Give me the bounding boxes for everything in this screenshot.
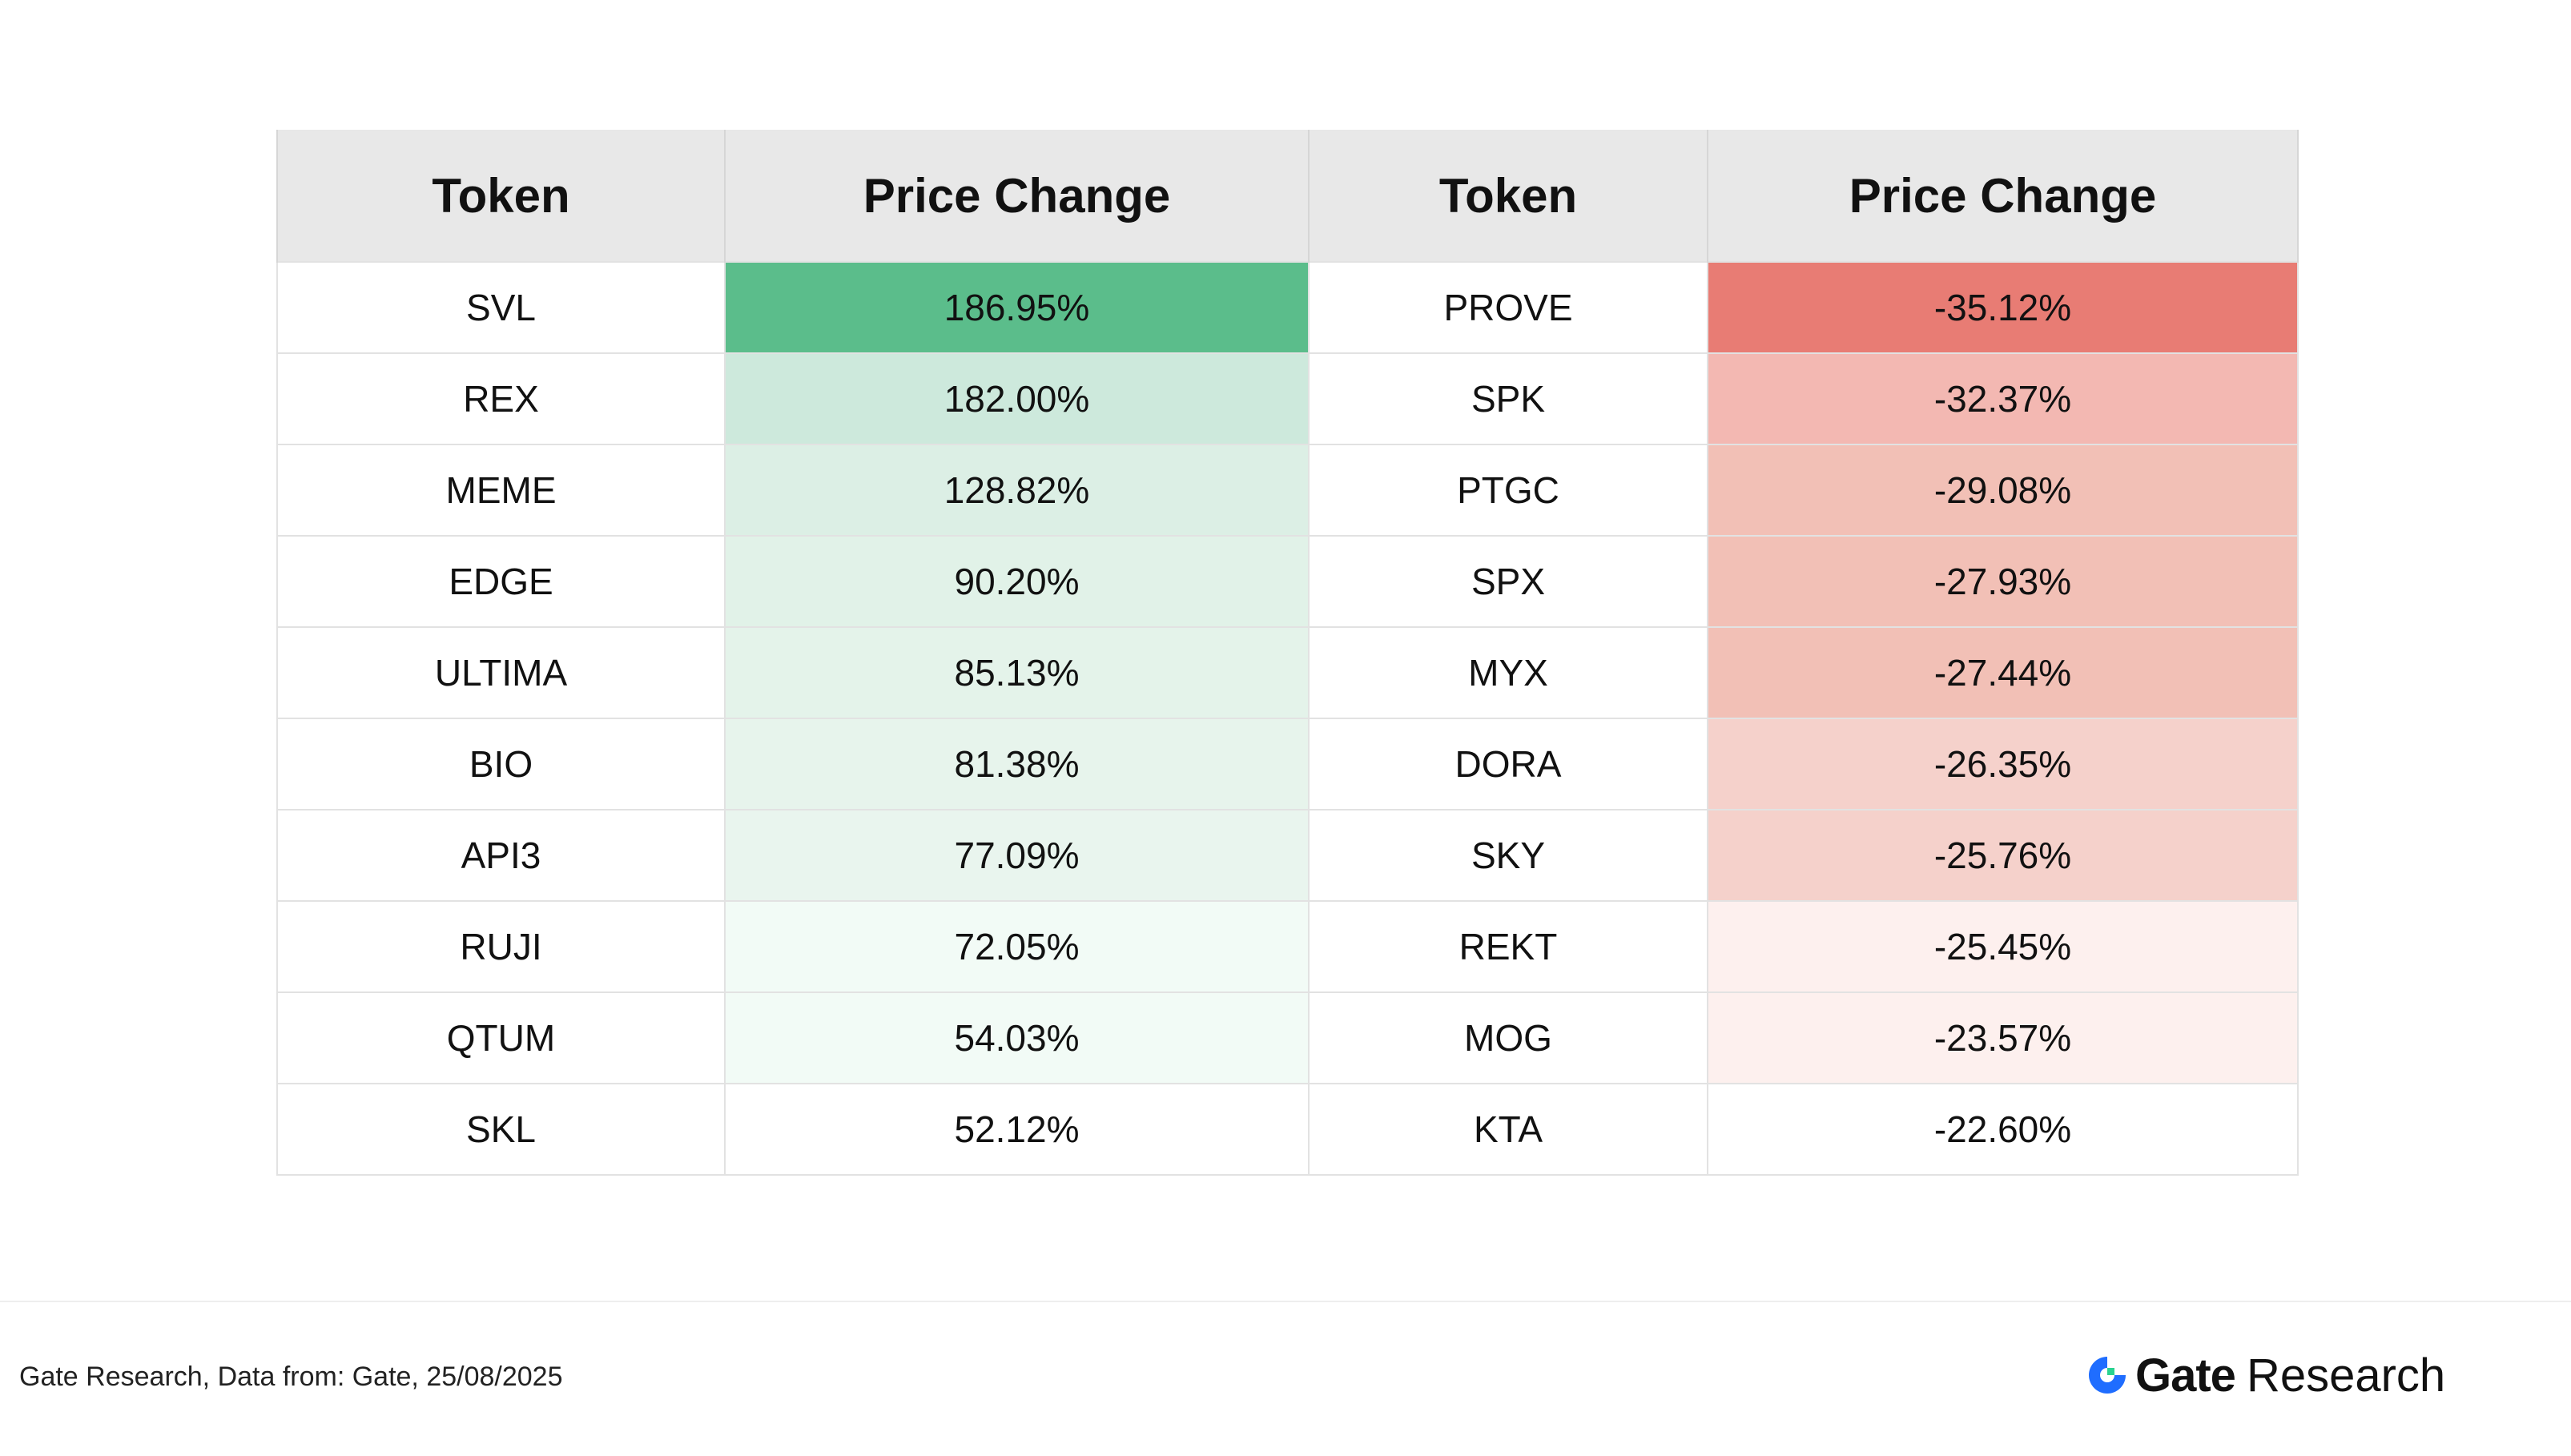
gainer-change-cell: 52.12%	[724, 1083, 1310, 1176]
table-row: SKL 52.12% KTA -22.60%	[276, 1083, 2299, 1176]
gainer-token-cell: BIO	[276, 718, 726, 810]
gainer-change-cell: 81.38%	[724, 718, 1310, 810]
loser-change-cell: -29.08%	[1707, 444, 2299, 537]
loser-token-cell: PTGC	[1308, 444, 1708, 537]
loser-change-cell: -27.44%	[1707, 626, 2299, 719]
brand-name: Gate	[2135, 1349, 2236, 1402]
gainer-change-cell: 186.95%	[724, 261, 1310, 354]
table-row: MEME 128.82% PTGC -29.08%	[276, 444, 2299, 537]
loser-change-cell: -35.12%	[1707, 261, 2299, 354]
loser-change-cell: -25.76%	[1707, 809, 2299, 902]
gainer-change-cell: 85.13%	[724, 626, 1310, 719]
table-row: API3 77.09% SKY -25.76%	[276, 809, 2299, 902]
table-body: SVL 186.95% PROVE -35.12% REX 182.00% SPK -32.3…	[276, 261, 2299, 1176]
gainer-change-cell: 182.00%	[724, 352, 1310, 445]
header-token-gainers: Token	[276, 130, 726, 262]
loser-change-cell: -32.37%	[1707, 352, 2299, 445]
table-row: REX 182.00% SPK -32.37%	[276, 352, 2299, 445]
gainer-change-cell: 77.09%	[724, 809, 1310, 902]
brand-logo: Gate Research	[2086, 1347, 2445, 1403]
gainer-token-cell: EDGE	[276, 535, 726, 628]
gainer-change-cell: 128.82%	[724, 444, 1310, 537]
gate-logo-icon	[2089, 1357, 2126, 1394]
header-token-losers: Token	[1308, 130, 1708, 262]
loser-token-cell: SKY	[1308, 809, 1708, 902]
gainer-token-cell: SKL	[276, 1083, 726, 1176]
footer-divider	[0, 1301, 2571, 1302]
table-row: SVL 186.95% PROVE -35.12%	[276, 261, 2299, 354]
table-row: QTUM 54.03% MOG -23.57%	[276, 991, 2299, 1084]
gainer-token-cell: MEME	[276, 444, 726, 537]
table-row: ULTIMA 85.13% MYX -27.44%	[276, 626, 2299, 719]
source-note: Gate Research, Data from: Gate, 25/08/20…	[19, 1361, 563, 1392]
loser-token-cell: DORA	[1308, 718, 1708, 810]
loser-change-cell: -25.45%	[1707, 900, 2299, 993]
loser-token-cell: MYX	[1308, 626, 1708, 719]
loser-token-cell: PROVE	[1308, 261, 1708, 354]
header-price-change-losers: Price Change	[1707, 130, 2299, 262]
brand-sub: Research	[2246, 1349, 2446, 1402]
gainer-change-cell: 72.05%	[724, 900, 1310, 993]
loser-token-cell: SPX	[1308, 535, 1708, 628]
gainer-token-cell: QTUM	[276, 991, 726, 1084]
gainer-change-cell: 54.03%	[724, 991, 1310, 1084]
table-row: BIO 81.38% DORA -26.35%	[276, 718, 2299, 810]
gainer-token-cell: REX	[276, 352, 726, 445]
price-change-table-container: Token Price Change Token Price Change SV…	[276, 130, 2299, 1176]
loser-token-cell: KTA	[1308, 1083, 1708, 1176]
loser-change-cell: -22.60%	[1707, 1083, 2299, 1176]
loser-change-cell: -26.35%	[1707, 718, 2299, 810]
table-row: EDGE 90.20% SPX -27.93%	[276, 535, 2299, 628]
gainer-token-cell: SVL	[276, 261, 726, 354]
loser-change-cell: -27.93%	[1707, 535, 2299, 628]
loser-token-cell: MOG	[1308, 991, 1708, 1084]
price-change-table: Token Price Change Token Price Change SV…	[276, 130, 2299, 1176]
table-row: RUJI 72.05% REKT -25.45%	[276, 900, 2299, 993]
gainer-token-cell: ULTIMA	[276, 626, 726, 719]
gainer-change-cell: 90.20%	[724, 535, 1310, 628]
loser-token-cell: REKT	[1308, 900, 1708, 993]
table-header-row: Token Price Change Token Price Change	[276, 130, 2299, 262]
loser-token-cell: SPK	[1308, 352, 1708, 445]
gainer-token-cell: RUJI	[276, 900, 726, 993]
loser-change-cell: -23.57%	[1707, 991, 2299, 1084]
header-price-change-gainers: Price Change	[724, 130, 1310, 262]
gainer-token-cell: API3	[276, 809, 726, 902]
